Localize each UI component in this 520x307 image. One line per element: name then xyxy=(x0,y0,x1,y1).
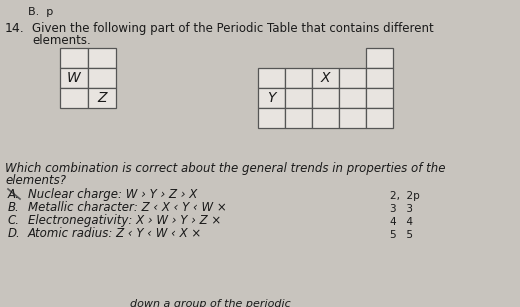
Bar xyxy=(258,68,285,88)
Bar xyxy=(312,68,339,88)
Bar xyxy=(312,108,339,128)
Text: 14.: 14. xyxy=(5,22,25,35)
Bar xyxy=(285,108,312,128)
Text: Metallic character: Z ‹ X ‹ Y ‹ W ×: Metallic character: Z ‹ X ‹ Y ‹ W × xyxy=(28,201,227,214)
Text: Y: Y xyxy=(267,91,276,105)
Bar xyxy=(60,68,88,88)
Bar xyxy=(60,88,88,108)
Text: down a group of the periodic: down a group of the periodic xyxy=(130,299,291,307)
Bar xyxy=(88,48,116,68)
Text: Electronegativity: X › W › Y › Z ×: Electronegativity: X › W › Y › Z × xyxy=(28,214,221,227)
Text: B.: B. xyxy=(8,201,20,214)
Text: C.: C. xyxy=(8,214,20,227)
Text: 4   4: 4 4 xyxy=(390,217,413,227)
Text: D.: D. xyxy=(8,227,21,240)
Bar xyxy=(258,88,285,108)
Text: A.: A. xyxy=(8,188,20,201)
Text: Given the following part of the Periodic Table that contains different: Given the following part of the Periodic… xyxy=(32,22,434,35)
Text: Z: Z xyxy=(97,91,107,105)
Bar xyxy=(285,88,312,108)
Bar xyxy=(339,108,366,128)
Bar xyxy=(339,68,366,88)
Text: Nuclear charge: W › Y › Z › X: Nuclear charge: W › Y › Z › X xyxy=(28,188,197,201)
Bar xyxy=(88,68,116,88)
Bar xyxy=(312,88,339,108)
Bar xyxy=(366,48,393,68)
Text: elements.: elements. xyxy=(32,34,91,47)
Text: X: X xyxy=(321,71,330,85)
Text: 2,  2p: 2, 2p xyxy=(390,191,420,201)
Bar xyxy=(88,88,116,108)
Text: 5   5: 5 5 xyxy=(390,230,413,240)
Bar xyxy=(285,68,312,88)
Bar xyxy=(258,108,285,128)
Bar xyxy=(366,88,393,108)
Text: elements?: elements? xyxy=(5,174,66,187)
Text: W: W xyxy=(67,71,81,85)
Text: Atomic radius: Z ‹ Y ‹ W ‹ X ×: Atomic radius: Z ‹ Y ‹ W ‹ X × xyxy=(28,227,202,240)
Text: Which combination is correct about the general trends in properties of the: Which combination is correct about the g… xyxy=(5,162,446,175)
Bar xyxy=(366,108,393,128)
Text: 3   3: 3 3 xyxy=(390,204,413,214)
Bar xyxy=(60,48,88,68)
Text: B.  p: B. p xyxy=(28,7,53,17)
Bar xyxy=(339,88,366,108)
Bar xyxy=(366,68,393,88)
